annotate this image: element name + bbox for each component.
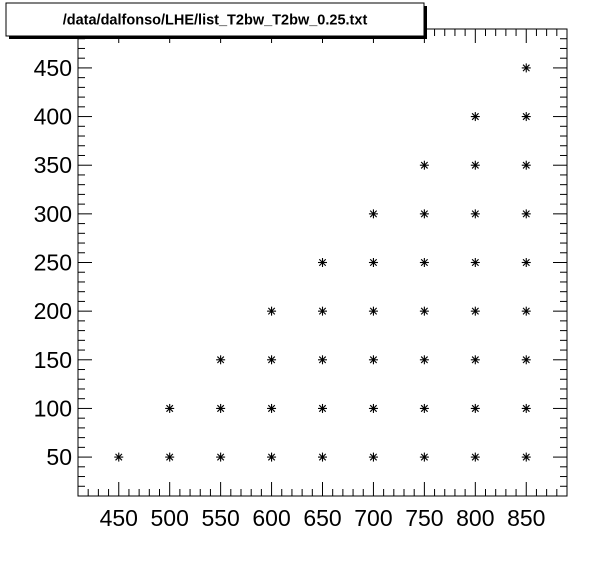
data-point xyxy=(521,258,531,267)
data-point xyxy=(419,258,429,267)
data-point xyxy=(470,452,480,462)
data-point xyxy=(368,209,378,219)
y-tick-label: 50 xyxy=(46,444,72,470)
data-point xyxy=(165,452,175,462)
data-point xyxy=(114,452,124,462)
x-tick-labels: 450 500 550 600 650 700 750 800 850 xyxy=(100,505,546,531)
data-point xyxy=(521,63,531,73)
y-tick-label: 350 xyxy=(34,152,72,178)
data-point xyxy=(368,355,378,365)
data-point xyxy=(368,258,378,267)
y-tick-label: 400 xyxy=(34,104,72,130)
data-point xyxy=(521,355,531,365)
data-point xyxy=(521,306,531,316)
data-point xyxy=(368,403,378,413)
x-tick-label: 850 xyxy=(507,505,545,531)
data-point xyxy=(318,403,327,413)
x-tick-label: 600 xyxy=(252,505,290,531)
data-point xyxy=(521,209,531,219)
title-box: /data/dalfonso/LHE/list_T2bw_T2bw_0.25.t… xyxy=(5,2,427,39)
x-tick-label: 750 xyxy=(405,505,443,531)
y-tick-label: 250 xyxy=(34,250,72,276)
data-point xyxy=(470,306,480,316)
data-point xyxy=(216,403,226,413)
data-point xyxy=(419,403,429,413)
data-point xyxy=(470,355,480,365)
data-point xyxy=(470,160,480,170)
x-tick-label: 450 xyxy=(100,505,138,531)
data-point xyxy=(521,452,531,462)
data-point xyxy=(521,160,531,170)
x-tick-label: 800 xyxy=(456,505,494,531)
data-point xyxy=(419,355,429,365)
data-point xyxy=(165,403,175,413)
data-point xyxy=(419,160,429,170)
data-point xyxy=(267,355,277,365)
data-point xyxy=(318,306,327,316)
data-point xyxy=(470,112,480,122)
data-point xyxy=(419,306,429,316)
data-point xyxy=(470,209,480,219)
data-point xyxy=(368,452,378,462)
data-point xyxy=(470,258,480,267)
data-point xyxy=(318,258,327,267)
y-tick-label: 200 xyxy=(34,298,72,324)
y-tick-labels: 50 100 150 200 250 300 350 400 450 xyxy=(34,55,72,470)
data-point xyxy=(521,403,531,413)
data-point xyxy=(267,452,277,462)
data-point xyxy=(318,452,327,462)
y-tick-label: 450 xyxy=(34,55,72,81)
minor-ticks xyxy=(77,28,568,497)
x-tick-label: 550 xyxy=(201,505,239,531)
data-point xyxy=(216,452,226,462)
data-point xyxy=(216,355,226,365)
y-tick-label: 300 xyxy=(34,201,72,227)
x-tick-label: 650 xyxy=(303,505,341,531)
data-point xyxy=(470,403,480,413)
chart-title: /data/dalfonso/LHE/list_T2bw_T2bw_0.25.t… xyxy=(63,13,368,29)
data-point xyxy=(521,112,531,122)
data-point xyxy=(267,403,277,413)
data-point xyxy=(318,355,327,365)
y-tick-label: 100 xyxy=(34,395,72,421)
data-point xyxy=(368,306,378,316)
y-tick-label: 150 xyxy=(34,347,72,373)
data-point xyxy=(419,209,429,219)
x-tick-label: 700 xyxy=(354,505,392,531)
x-tick-label: 500 xyxy=(151,505,189,531)
data-points xyxy=(114,63,531,462)
data-point xyxy=(267,306,277,316)
title-box-frame xyxy=(5,2,425,37)
data-point xyxy=(419,452,429,462)
